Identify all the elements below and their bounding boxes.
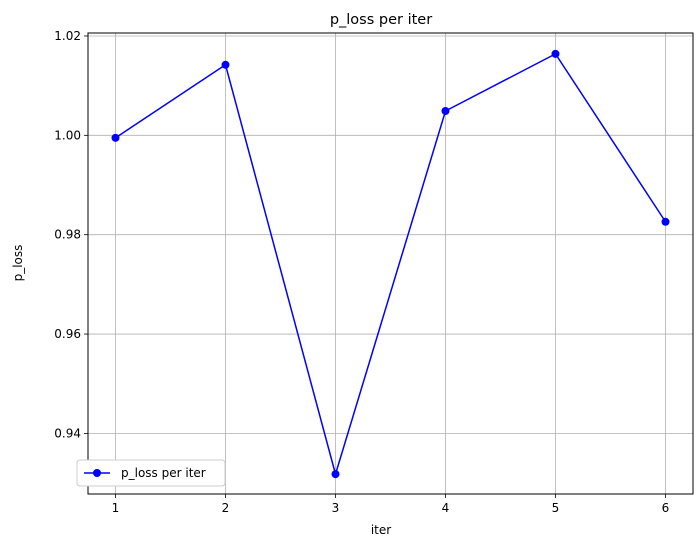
data-point [331,470,340,479]
y-tick-label: 1.00 [54,128,81,142]
legend-box [76,459,226,487]
x-tick-label: 6 [662,501,670,515]
legend-marker-sample [93,469,101,477]
series-layer [111,49,670,479]
data-point [111,133,120,142]
grid [88,33,693,494]
x-tick-label: 4 [442,501,450,515]
x-axis-label: iter [371,523,391,537]
chart-title: p_loss per iter [330,12,432,28]
y-axis-label: p_loss [11,245,25,282]
x-tick-label: 5 [552,501,560,515]
plot-frame [87,32,694,495]
x-tick-label: 2 [222,501,230,515]
y-tick-label: 1.02 [54,29,81,43]
x-tick-label: 1 [112,501,120,515]
y-tick-label: 0.98 [54,228,81,242]
x-axis: 1 2 3 4 5 6 [112,494,670,515]
data-point [441,106,450,115]
series-line [115,53,667,475]
data-point [551,49,560,58]
legend: p_loss per iter [76,459,226,487]
data-point [661,217,670,226]
data-point [221,60,230,69]
y-tick-label: 0.94 [54,426,81,440]
x-tick-label: 3 [332,501,340,515]
y-axis: 0.94 0.96 0.98 1.00 1.02 [54,29,88,440]
legend-label: p_loss per iter [121,466,206,480]
y-tick-label: 0.96 [54,327,81,341]
